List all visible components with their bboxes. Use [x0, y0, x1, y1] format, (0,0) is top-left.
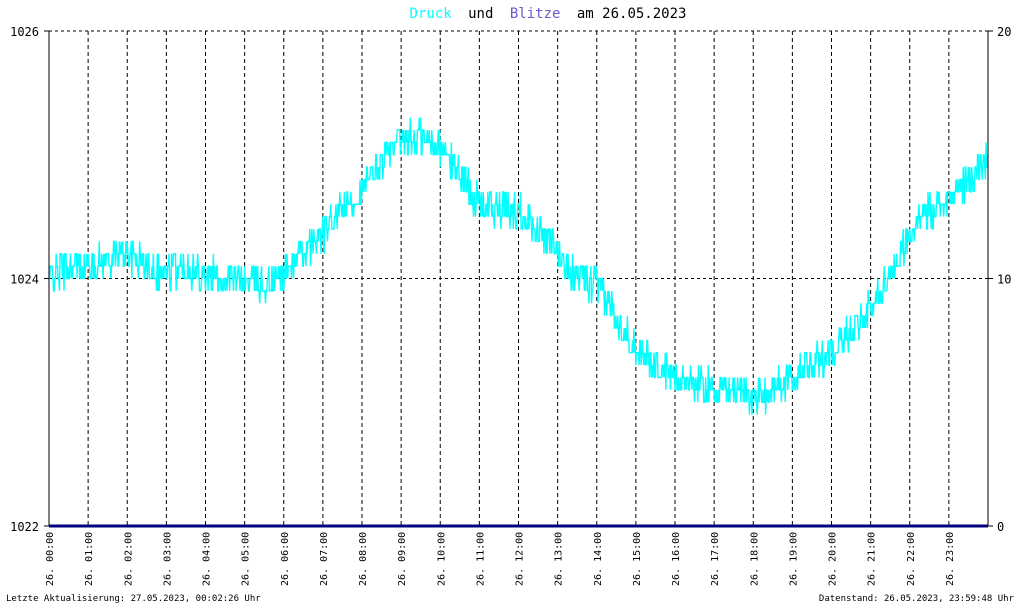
- title-und: und: [468, 6, 493, 22]
- x-tick-label: 26. 13:00: [554, 532, 565, 586]
- x-tick-label: 26. 23:00: [945, 532, 956, 586]
- x-tick-label: 26. 12:00: [515, 532, 526, 586]
- x-tick-label: 26. 20:00: [828, 532, 839, 586]
- x-tick-label: 26. 02:00: [123, 532, 134, 586]
- y-right-tick-label: 0: [997, 520, 1004, 534]
- x-tick-label: 26. 01:00: [84, 532, 95, 586]
- x-tick-label: 26. 19:00: [788, 532, 799, 586]
- x-tick-label: 26. 06:00: [280, 532, 291, 586]
- footer-last-update: Letzte Aktualisierung: 27.05.2023, 00:02…: [6, 594, 261, 604]
- tick-labels: 1022 1024 1026 0 10 20 26. 00:00 26. 01:00 26. 0…: [10, 25, 1011, 586]
- title-blitze: Blitze: [510, 6, 561, 22]
- series-druck-line: [48, 117, 989, 415]
- y-left-tick-label: 1026: [10, 25, 39, 39]
- x-tick-label: 26. 16:00: [671, 532, 682, 586]
- x-tick-label: 26. 03:00: [162, 532, 173, 586]
- x-tick-label: 26. 15:00: [632, 532, 643, 586]
- y-right-tick-label: 10: [997, 273, 1011, 287]
- x-tick-label: 26. 05:00: [241, 532, 252, 586]
- x-tick-label: 26. 07:00: [319, 532, 330, 586]
- title-druck: Druck: [410, 6, 453, 22]
- x-tick-label: 26. 00:00: [45, 532, 56, 586]
- x-tick-label: 26. 18:00: [749, 532, 760, 586]
- series: [48, 117, 989, 528]
- chart-title: Druck und Blitze am 26.05.2023: [410, 6, 687, 22]
- x-tick-label: 26. 14:00: [593, 532, 604, 586]
- x-tick-label: 26. 22:00: [906, 532, 917, 586]
- x-tick-label: 26. 17:00: [710, 532, 721, 586]
- x-tick-label: 26. 08:00: [358, 532, 369, 586]
- y-right-tick-label: 20: [997, 25, 1011, 39]
- x-tick-label: 26. 09:00: [397, 532, 408, 586]
- y-left-tick-label: 1024: [10, 273, 39, 287]
- y-left-tick-label: 1022: [10, 520, 39, 534]
- title-date: am 26.05.2023: [577, 6, 687, 22]
- x-tick-label: 26. 11:00: [475, 532, 486, 586]
- axes: [44, 30, 993, 527]
- x-tick-label: 26. 21:00: [867, 532, 878, 586]
- footer-data-status: Datenstand: 26.05.2023, 23:59:48 Uhr: [819, 594, 1015, 604]
- x-tick-label: 26. 04:00: [202, 532, 213, 586]
- x-tick-label: 26. 10:00: [436, 532, 447, 586]
